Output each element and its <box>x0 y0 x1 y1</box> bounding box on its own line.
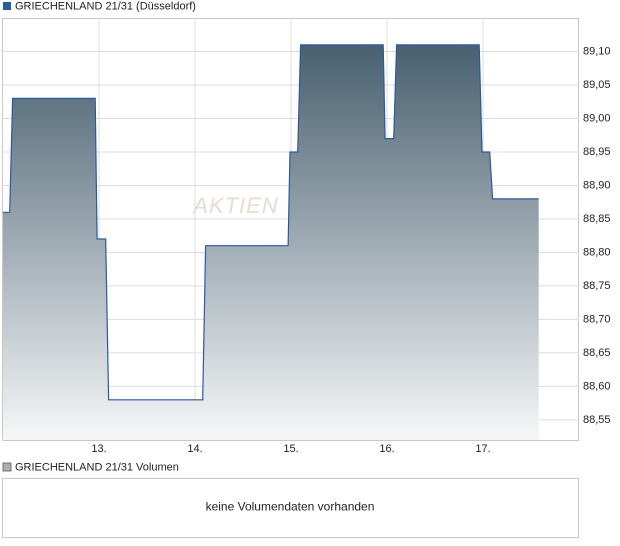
x-tick-label: 14. <box>187 443 202 455</box>
y-tick-label: 88,95 <box>583 146 611 158</box>
no-data-message: keine Volumendaten vorhanden <box>206 500 375 514</box>
legend-label: GRIECHENLAND 21/31 (Düsseldorf) <box>15 0 196 12</box>
y-tick-label: 89,05 <box>583 79 611 91</box>
y-tick-label: 89,10 <box>583 45 611 57</box>
y-tick-label: 88,90 <box>583 179 611 191</box>
y-tick-label: 88,60 <box>583 380 611 392</box>
y-tick-label: 88,55 <box>583 414 611 426</box>
legend-swatch <box>3 2 11 10</box>
area <box>3 44 539 441</box>
x-tick-label: 15. <box>283 443 298 455</box>
y-tick-label: 88,70 <box>583 313 611 325</box>
legend-swatch <box>2 462 12 472</box>
volume-frame <box>2 478 579 538</box>
legend-label: GRIECHENLAND 21/31 Volumen <box>15 461 179 473</box>
x-tick-label: 17. <box>475 443 490 455</box>
x-tick-label: 13. <box>91 443 106 455</box>
y-tick-label: 88,80 <box>583 246 611 258</box>
watermark: AKTIEN <box>191 193 278 218</box>
price-line <box>3 44 539 401</box>
y-tick-label: 88,65 <box>583 347 611 359</box>
x-tick-label: 16. <box>379 443 394 455</box>
y-tick-label: 88,75 <box>583 280 611 292</box>
y-tick-label: 89,00 <box>583 112 611 124</box>
y-tick-label: 88,85 <box>583 213 611 225</box>
